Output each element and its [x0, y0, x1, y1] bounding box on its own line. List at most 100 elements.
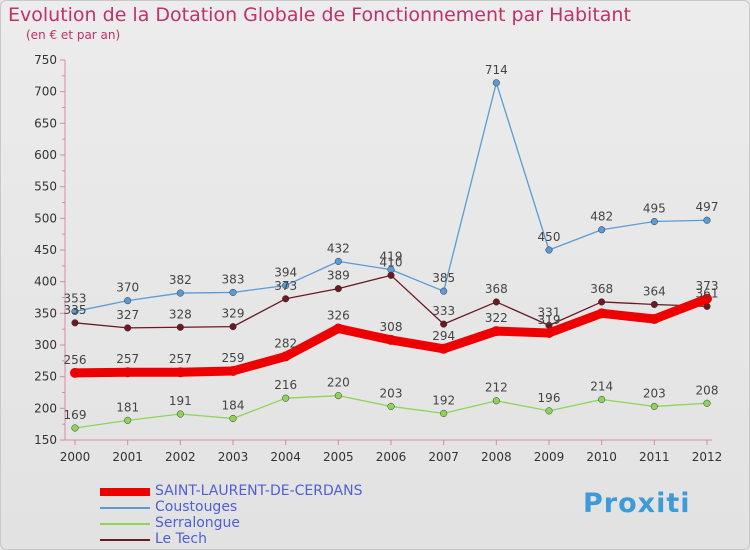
data-label: 370 [116, 281, 139, 295]
data-point [703, 399, 711, 407]
data-label: 353 [64, 291, 87, 305]
data-label: 714 [485, 63, 508, 77]
chart-subtitle: (en € et par an) [26, 28, 121, 42]
data-point [71, 307, 79, 315]
legend-label: SAINT-LAURENT-DE-CERDANS [155, 483, 363, 499]
data-point [229, 288, 237, 296]
data-point [598, 298, 606, 306]
data-label: 256 [64, 353, 87, 367]
data-label: 326 [327, 309, 350, 323]
y-tick-label: 500 [34, 211, 57, 225]
data-point [440, 409, 448, 417]
data-point [440, 320, 448, 328]
x-tick-label: 2003 [218, 450, 249, 464]
data-point [650, 217, 658, 226]
data-label: 220 [327, 376, 350, 390]
data-point [124, 297, 132, 305]
data-point [229, 414, 237, 423]
data-point [122, 367, 133, 378]
proxiti-logo: Proxiti [583, 488, 691, 519]
legend-swatch [100, 488, 150, 496]
data-label: 368 [590, 282, 613, 296]
data-point [703, 216, 711, 224]
data-point [71, 424, 79, 432]
data-point [650, 300, 658, 309]
data-label: 432 [327, 241, 350, 255]
y-tick-label: 650 [34, 116, 57, 130]
data-point [650, 402, 658, 410]
data-point [491, 326, 502, 337]
data-label: 382 [169, 273, 192, 287]
data-point [282, 281, 290, 290]
legend-swatch [100, 523, 150, 525]
data-point [176, 289, 184, 297]
x-tick-label: 2005 [323, 450, 354, 464]
data-point [124, 416, 132, 424]
data-label: 497 [696, 200, 719, 214]
data-point [649, 314, 660, 325]
x-tick-label: 2002 [165, 450, 196, 464]
data-point [334, 392, 342, 400]
data-label: 181 [116, 400, 139, 414]
legend-label: Serralongue [155, 515, 241, 531]
x-tick-label: 2001 [112, 450, 143, 464]
data-point [545, 407, 553, 415]
data-label: 184 [222, 398, 245, 412]
y-tick-label: 600 [34, 148, 57, 162]
data-label: 191 [169, 394, 192, 408]
data-point [70, 367, 80, 378]
data-label: 373 [274, 279, 297, 293]
y-tick-label: 150 [34, 433, 57, 447]
legend-swatch [100, 539, 150, 541]
data-label: 212 [485, 381, 508, 395]
data-label: 450 [538, 230, 561, 244]
data-point [492, 298, 500, 306]
data-label: 208 [696, 383, 719, 397]
x-tick-label: 2007 [428, 450, 459, 464]
data-point [334, 285, 342, 293]
data-point [282, 394, 290, 402]
data-point [280, 351, 291, 362]
data-point [333, 323, 344, 334]
y-tick-label: 300 [34, 338, 57, 352]
data-label: 335 [64, 303, 87, 317]
data-point [440, 287, 448, 295]
data-label: 257 [169, 352, 192, 366]
data-point [598, 226, 606, 234]
data-label: 203 [380, 386, 403, 400]
data-label: 383 [222, 272, 245, 286]
data-label: 214 [590, 379, 613, 393]
data-label: 216 [274, 378, 297, 392]
data-label: 308 [380, 320, 403, 334]
data-label: 364 [643, 284, 666, 298]
x-tick-label: 2010 [586, 450, 617, 464]
data-point [387, 271, 395, 279]
y-tick-label: 350 [34, 306, 57, 320]
data-point [544, 327, 554, 338]
legend-label: Coustouges [155, 499, 238, 515]
data-label: 196 [538, 391, 561, 405]
data-point [282, 295, 290, 303]
data-label: 282 [274, 336, 297, 350]
y-tick-label: 250 [34, 370, 57, 384]
data-label: 419 [380, 250, 403, 264]
data-label: 257 [116, 352, 139, 366]
y-tick-label: 450 [34, 243, 57, 257]
y-tick-label: 200 [34, 401, 57, 415]
legend-swatch [100, 507, 150, 509]
data-point [438, 343, 449, 354]
data-label: 259 [222, 351, 245, 365]
data-label: 319 [538, 313, 561, 327]
data-label: 329 [222, 307, 245, 321]
y-tick-label: 750 [34, 53, 57, 67]
data-label: 192 [432, 393, 455, 407]
data-point [71, 319, 79, 327]
data-point [176, 323, 184, 331]
data-label: 482 [590, 210, 613, 224]
data-point [492, 79, 500, 87]
data-label: 389 [327, 269, 350, 283]
data-point [702, 293, 712, 304]
data-point [334, 257, 342, 265]
